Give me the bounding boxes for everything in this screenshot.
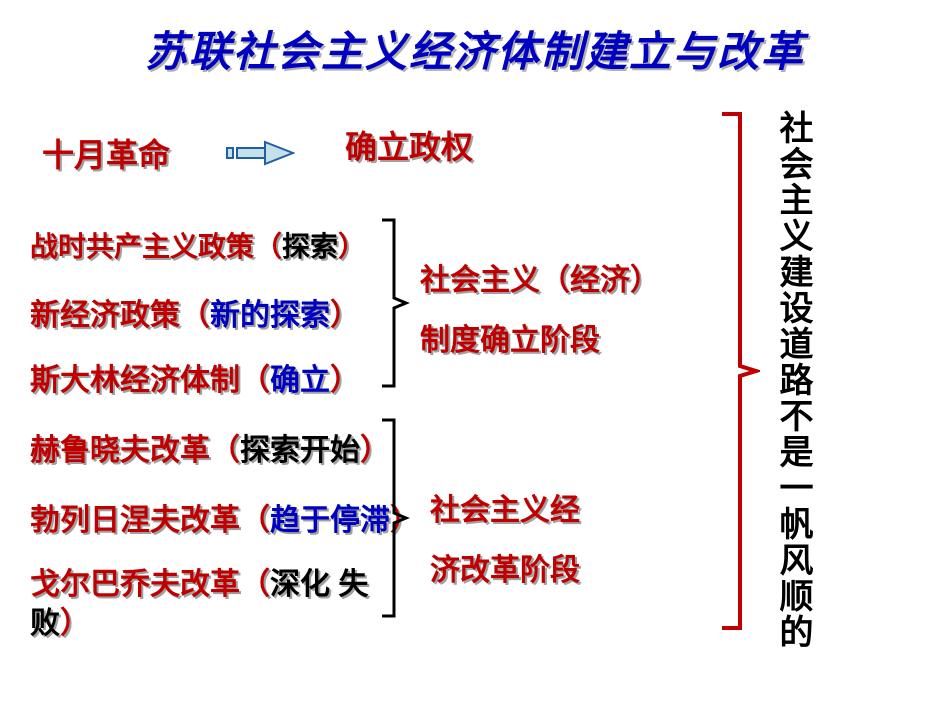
paren-close: ） — [330, 364, 360, 397]
side-conclusion-text: 社会主义建设道路不是一帆风顺的 — [770, 100, 810, 660]
g2-item-1-inner: 探索开始 — [240, 434, 360, 467]
bracket-group1 — [380, 218, 410, 393]
g2-item-3-prefix: 戈尔巴乔夫改革 — [30, 568, 240, 601]
g1-item-3: 斯大林经济体制（确立） — [30, 355, 360, 399]
paren-close: ） — [60, 607, 90, 640]
g1-item-3-inner: 确立 — [270, 364, 330, 397]
paren-open: （ — [240, 364, 270, 397]
g1-item-2-prefix: 新经济政策 — [30, 299, 180, 332]
g1-item-1: 战时共产主义政策（探索） — [30, 225, 366, 265]
g1-item-2-inner: 新的探索 — [210, 299, 330, 332]
arrow-icon — [225, 140, 295, 166]
page-title: 苏联社会主义经济体制建立与改革 — [0, 18, 950, 79]
label-establish-power: 确立政权 — [345, 122, 473, 168]
paren-open: （ — [210, 434, 240, 467]
bracket-group2 — [380, 418, 410, 623]
g2-summary-line2: 济改革阶段 — [430, 545, 580, 589]
g1-item-1-prefix: 战时共产主义政策 — [30, 231, 254, 262]
g2-item-3: 戈尔巴乔夫改革（深化 失败） — [30, 565, 400, 643]
bracket-overall — [720, 112, 760, 635]
paren-close: ） — [330, 299, 360, 332]
paren-open: （ — [180, 299, 210, 332]
g2-item-2-inner: 趋于停滞 — [270, 504, 390, 537]
paren-open: （ — [240, 504, 270, 537]
paren-open: （ — [240, 568, 270, 601]
g2-item-2-prefix: 勃列日涅夫改革 — [30, 504, 240, 537]
g1-summary-line1: 社会主义（经济） — [420, 255, 660, 299]
label-october-revolution: 十月革命 — [42, 130, 170, 176]
g1-item-2: 新经济政策（新的探索） — [30, 290, 360, 334]
g2-item-1: 赫鲁晓夫改革（探索开始） — [30, 425, 390, 469]
g1-item-1-inner: 探索 — [282, 231, 338, 262]
g1-summary-line2: 制度确立阶段 — [420, 315, 600, 359]
g2-summary-line1: 社会主义经 — [430, 485, 580, 529]
g2-item-2: 勃列日涅夫改革（趋于停滞） — [30, 495, 420, 539]
g2-item-1-prefix: 赫鲁晓夫改革 — [30, 434, 210, 467]
g1-item-3-prefix: 斯大林经济体制 — [30, 364, 240, 397]
paren-close: ） — [338, 231, 366, 262]
paren-open: （ — [254, 231, 282, 262]
